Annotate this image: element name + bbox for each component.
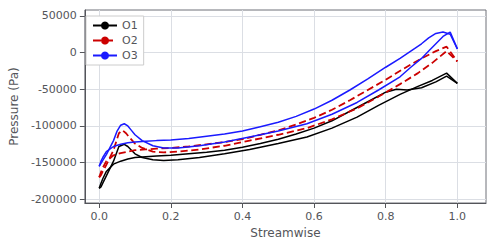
svg-text:-150000: -150000 [31, 156, 77, 169]
svg-text:Streamwise: Streamwise [250, 226, 320, 240]
svg-text:0.0: 0.0 [90, 210, 108, 223]
svg-text:O3: O3 [122, 49, 138, 62]
svg-text:-50000: -50000 [38, 83, 77, 96]
svg-text:50000: 50000 [42, 9, 77, 22]
svg-text:0.4: 0.4 [234, 210, 252, 223]
svg-text:0.8: 0.8 [377, 210, 395, 223]
svg-text:-100000: -100000 [31, 119, 77, 132]
svg-text:O2: O2 [122, 34, 138, 47]
svg-text:-200000: -200000 [31, 193, 77, 206]
svg-text:O1: O1 [122, 19, 138, 32]
svg-text:1.0: 1.0 [449, 210, 467, 223]
svg-text:0.6: 0.6 [305, 210, 323, 223]
svg-text:0: 0 [70, 46, 77, 59]
svg-text:0.2: 0.2 [162, 210, 180, 223]
svg-text:Pressure (Pa): Pressure (Pa) [7, 67, 21, 145]
